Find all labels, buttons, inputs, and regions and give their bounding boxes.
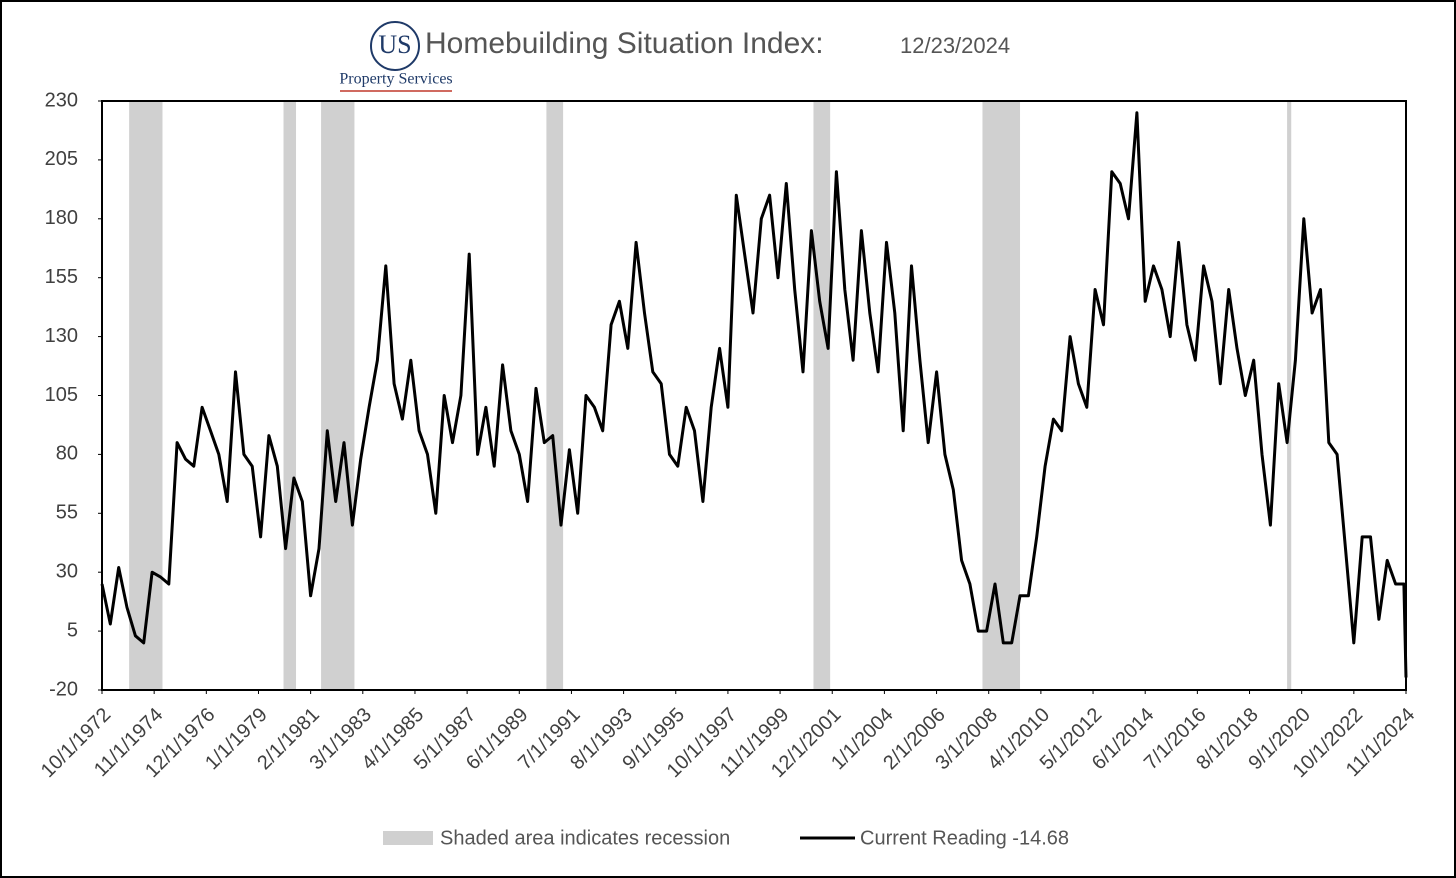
legend-recession-swatch [383,831,433,845]
logo-circle [370,21,420,71]
logo-initials: US [378,30,411,59]
y-tick-label: 155 [45,266,78,288]
y-tick-label: 5 [67,619,78,641]
legend-label: Current Reading -14.68 [860,827,1069,849]
recession-band [129,101,163,690]
y-tick-label: 180 [45,207,78,229]
legend-label: Shaded area indicates recession [440,827,730,849]
recession-band [546,101,564,690]
chart-title: Homebuilding Situation Index: [425,27,824,60]
y-tick-label: 230 [45,89,78,111]
logo-name: Property Services [339,71,452,88]
recession-band [982,101,1021,690]
y-tick-label: 55 [56,502,78,524]
recession-band [321,101,355,690]
recession-band [813,101,831,690]
y-tick-label: 105 [45,384,78,406]
recession-band [283,101,297,690]
y-tick-label: -20 [49,678,78,700]
y-tick-label: 30 [56,560,78,582]
recession-band [1287,101,1292,690]
y-tick-label: 205 [45,148,78,170]
y-tick-label: 130 [45,325,78,347]
series-line [100,111,1408,678]
chart-date: 12/23/2024 [900,33,1010,58]
y-tick-label: 80 [56,443,78,465]
